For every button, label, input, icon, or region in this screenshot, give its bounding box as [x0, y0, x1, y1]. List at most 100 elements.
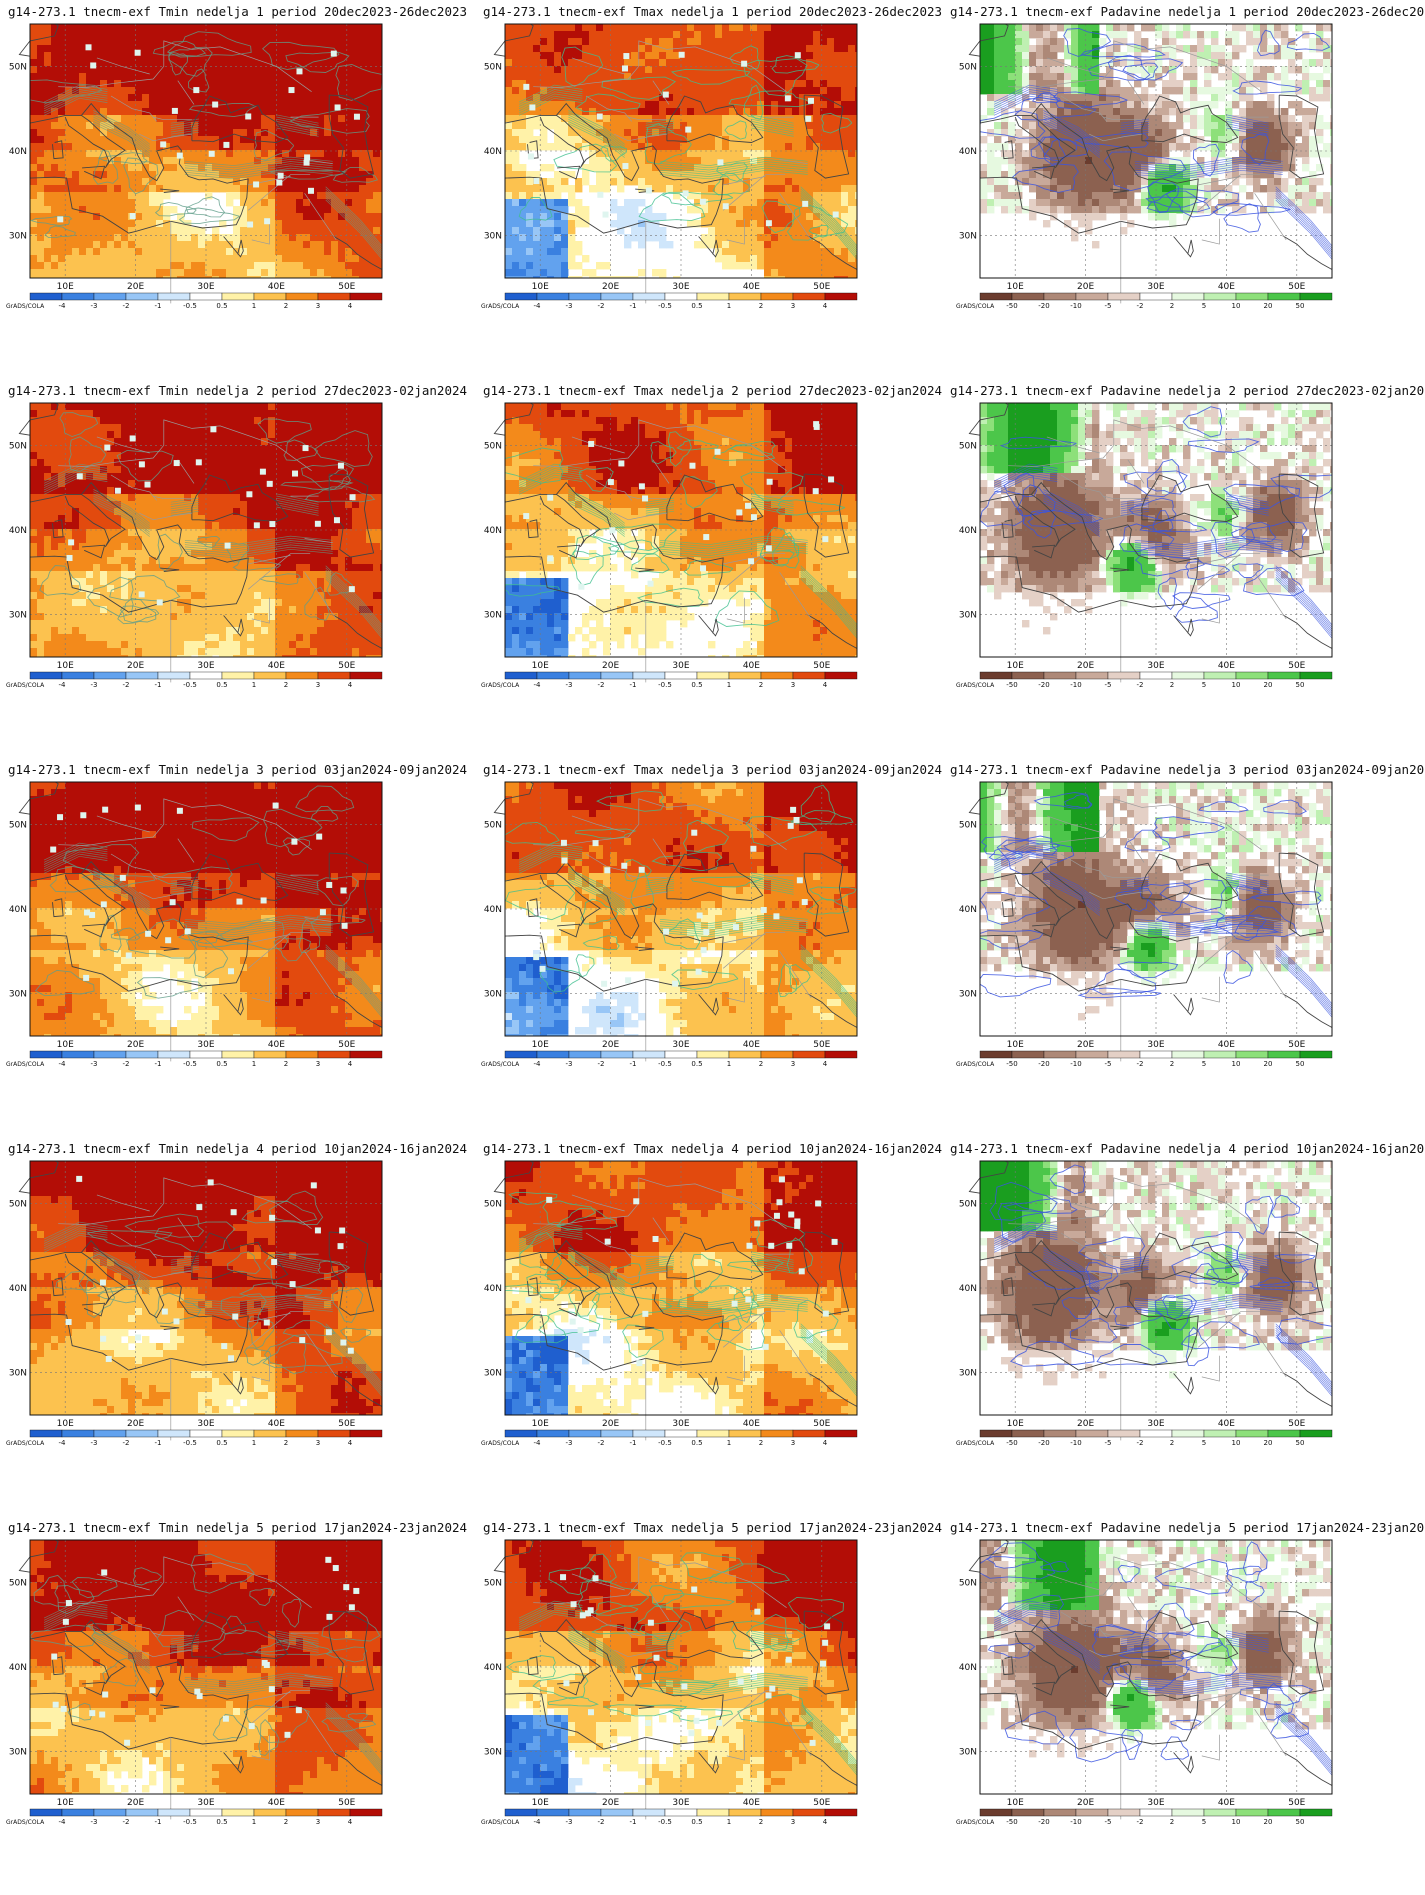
- lat-tick-label: 40N: [484, 905, 502, 915]
- coastlines: [968, 402, 1333, 649]
- contour-lines: [43, 1190, 383, 1397]
- lon-tick-label: 40E: [268, 1040, 285, 1050]
- colorbar-tick-label: -50: [1006, 1818, 1017, 1826]
- map-panel: g14-273.1 tnecm-exf Tmax nedelja 4 perio…: [475, 1137, 950, 1516]
- colorbar-tick-label: -0.5: [183, 302, 197, 310]
- colorbar-tick-label: 3: [791, 1439, 795, 1447]
- grads-credit: GrADS/COLA: [481, 1819, 520, 1826]
- lat-tick-label: 50N: [959, 62, 977, 72]
- lat-tick-label: 50N: [959, 820, 977, 830]
- country-borders: [533, 40, 812, 304]
- lat-tick-label: 40N: [484, 526, 502, 536]
- colorbar-tick-label: 5: [1202, 1439, 1206, 1447]
- coastlines: [968, 1539, 1333, 1786]
- coastlines: [968, 781, 1333, 1028]
- country-borders: [533, 798, 812, 1062]
- colorbar-tick-label: 50: [1296, 302, 1305, 310]
- colorbar-tick-label: -1: [155, 681, 162, 689]
- contour-labels: [66, 426, 356, 606]
- lon-tick-label: 40E: [1218, 1419, 1235, 1429]
- panel-title: g14-273.1 tnecm-exf Tmin nedelja 4 perio…: [0, 1141, 475, 1156]
- colorbar-tick-label: 2: [284, 1060, 288, 1068]
- colorbar-tick-label: 0.5: [691, 1060, 702, 1068]
- lon-tick-label: 20E: [127, 1798, 144, 1808]
- lon-tick-label: 20E: [1077, 1798, 1094, 1808]
- map-figure: 50N 40N 30N 10E 20E 30E 40E 50E -50 -20 -10 -5 -2 2 5 1…: [956, 1160, 1333, 1447]
- colorbar-tick-label: 50: [1296, 1439, 1305, 1447]
- colorbar-temperature: -4 -3 -2 -1 -0.5 0.5 1 2 3 4: [504, 292, 858, 310]
- colorbar-tick-label: -10: [1070, 1439, 1081, 1447]
- graticule: [30, 24, 382, 278]
- graticule: [505, 1540, 857, 1794]
- colorbar-tick-label: -2: [598, 302, 605, 310]
- map-panel: g14-273.1 tnecm-exf Tmin nedelja 2 perio…: [0, 379, 475, 758]
- grads-credit: GrADS/COLA: [6, 682, 45, 689]
- grads-credit: GrADS/COLA: [6, 1061, 45, 1068]
- map-frame: [979, 781, 1333, 1037]
- colorbar-tick-label: -10: [1070, 1060, 1081, 1068]
- colorbar-tick-label: 1: [727, 1439, 731, 1447]
- lon-tick-label: 10E: [532, 1419, 549, 1429]
- colorbar-precipitation: -50 -20 -10 -5 -2 2 5 10 20 50: [979, 1808, 1333, 1826]
- lon-tick-label: 30E: [197, 1419, 214, 1429]
- colorbar-tick-label: 0.5: [691, 302, 702, 310]
- map-figure: 50N 40N 30N 10E 20E 30E 40E 50E -50 -20 -10 -5 -2 2 5 1…: [956, 781, 1333, 1068]
- contour-labels: [525, 1176, 838, 1367]
- colorbar-tick-label: 4: [823, 1060, 828, 1068]
- grads-credit: GrADS/COLA: [956, 1819, 995, 1826]
- country-borders: [533, 1556, 812, 1820]
- colorbar-tick-label: 0.5: [691, 1818, 702, 1826]
- colorbar-tick-label: -3: [91, 1060, 98, 1068]
- colorbar-tick-label: -3: [566, 681, 573, 689]
- colorbar-tick-label: 4: [823, 302, 828, 310]
- colorbar-tick-label: -4: [59, 302, 67, 310]
- map-panel: g14-273.1 tnecm-exf Tmin nedelja 1 perio…: [0, 0, 475, 379]
- grads-credit: GrADS/COLA: [956, 682, 995, 689]
- lon-tick-label: 40E: [1218, 661, 1235, 671]
- country-borders: [533, 419, 812, 683]
- panel-title: g14-273.1 tnecm-exf Padavine nedelja 3 p…: [950, 762, 1425, 777]
- colorbar-tick-label: -1: [155, 1439, 162, 1447]
- colorbar-tick-label: 4: [348, 681, 353, 689]
- lon-tick-label: 40E: [743, 1040, 760, 1050]
- map-panel: g14-273.1 tnecm-exf Tmin nedelja 5 perio…: [0, 1516, 475, 1895]
- map-figure: 50N 40N 30N 10E 20E 30E 40E 50E -4 -3 -2 -1 -0.5 0.5 1…: [6, 1160, 383, 1447]
- lat-tick-label: 30N: [484, 232, 502, 242]
- colorbar-tick-label: -4: [534, 1439, 542, 1447]
- coastlines: [18, 1539, 383, 1786]
- colorbar-tick-label: 4: [348, 1818, 353, 1826]
- map-panel: g14-273.1 tnecm-exf Tmin nedelja 4 perio…: [0, 1137, 475, 1516]
- contour-labels: [57, 44, 360, 228]
- coastlines: [18, 1160, 383, 1407]
- colorbar-temperature: -4 -3 -2 -1 -0.5 0.5 1 2 3 4: [29, 1429, 383, 1447]
- colorbar-tick-label: -1: [155, 302, 162, 310]
- lon-tick-label: 40E: [268, 1419, 285, 1429]
- map-frame: [979, 1539, 1333, 1795]
- map-panel: g14-273.1 tnecm-exf Tmax nedelja 1 perio…: [475, 0, 950, 379]
- lat-tick-label: 30N: [959, 990, 977, 1000]
- country-borders: [58, 1556, 337, 1820]
- colorbar-tick-label: 2: [284, 1439, 288, 1447]
- colorbar-tick-label: -2: [1137, 681, 1144, 689]
- lon-tick-label: 30E: [197, 661, 214, 671]
- colorbar-tick-label: -2: [598, 1060, 605, 1068]
- colorbar-tick-label: -10: [1070, 302, 1081, 310]
- lon-tick-label: 10E: [57, 282, 74, 292]
- panel-title: g14-273.1 tnecm-exf Tmax nedelja 4 perio…: [475, 1141, 950, 1156]
- contour-lines: [506, 1552, 858, 1776]
- colorbar-tick-label: -4: [534, 681, 542, 689]
- colorbar-tick-label: -0.5: [658, 681, 672, 689]
- colorbar-tick-label: -2: [1137, 1439, 1144, 1447]
- colorbar-tick-label: -0.5: [183, 1060, 197, 1068]
- lon-tick-label: 10E: [1007, 282, 1024, 292]
- coastlines: [968, 1160, 1333, 1407]
- lon-tick-label: 30E: [1147, 1419, 1164, 1429]
- colorbar-tick-label: -5: [1105, 302, 1112, 310]
- graticule: [30, 1540, 382, 1794]
- lon-tick-label: 20E: [602, 661, 619, 671]
- lon-tick-label: 40E: [743, 661, 760, 671]
- lon-tick-label: 20E: [127, 661, 144, 671]
- panel-title: g14-273.1 tnecm-exf Padavine nedelja 2 p…: [950, 383, 1425, 398]
- lon-tick-label: 40E: [743, 1798, 760, 1808]
- colorbar-tick-label: -2: [123, 1060, 130, 1068]
